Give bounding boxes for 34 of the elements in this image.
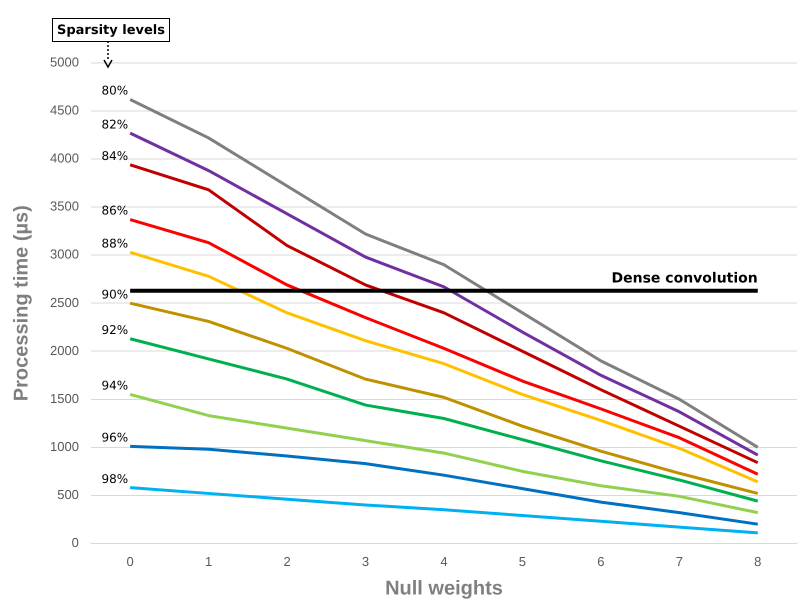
text: Sparsity levels [56, 22, 166, 38]
y-tick-label: 2500 [50, 294, 79, 310]
series-label: 88% [101, 236, 128, 250]
y-tick-label: 0 [72, 534, 79, 550]
y-tick-label: 3000 [50, 246, 79, 262]
y-tick-label: 500 [57, 486, 79, 502]
x-tick-label: 2 [283, 554, 291, 569]
x-tick-label: 0 [126, 554, 134, 569]
y-tick-label: 4000 [50, 150, 79, 166]
x-tick-label: 8 [754, 554, 762, 569]
y-tick-label: 4500 [50, 102, 79, 118]
y-tick-label: 3500 [50, 198, 79, 214]
x-tick-label: 4 [440, 554, 448, 569]
x-tick-label: 5 [518, 554, 526, 569]
series-label: 90% [101, 287, 128, 302]
ref-line-label: Dense convolution [612, 270, 758, 286]
series-label: 80% [101, 84, 128, 98]
x-tick-label: 1 [204, 554, 212, 569]
series-label: 84% [101, 148, 128, 163]
y-tick-label: 2000 [50, 342, 79, 358]
y-tick-label: 5000 [50, 54, 79, 70]
series-label: 94% [101, 378, 128, 393]
series-label: 96% [101, 430, 128, 444]
y-tick-label: 1000 [50, 438, 79, 454]
y-tick-label: 1500 [50, 390, 79, 406]
x-tick-label: 6 [597, 554, 604, 569]
x-axis-title: Null weights [385, 578, 503, 600]
series-label: 82% [101, 117, 128, 132]
x-tick-label: 7 [676, 554, 683, 569]
y-axis-title: Processing time (µs) [10, 205, 33, 402]
series-label: 92% [101, 322, 128, 337]
x-tick-label: 3 [362, 554, 370, 569]
series-label: 86% [101, 204, 128, 218]
series-label: 98% [101, 472, 128, 486]
